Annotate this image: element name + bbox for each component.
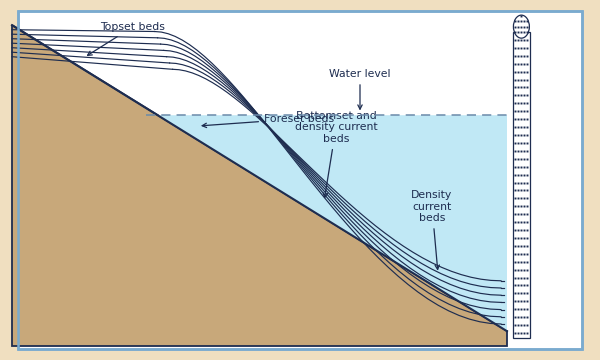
Polygon shape [12,25,507,346]
Ellipse shape [514,15,529,38]
Polygon shape [158,115,507,331]
Text: Water level: Water level [329,69,391,109]
Text: Foreset beds: Foreset beds [202,114,334,127]
Text: Topset beds: Topset beds [88,22,164,55]
Text: Density
current
beds: Density current beds [412,190,452,269]
Text: Bottomset and
density current
beds: Bottomset and density current beds [295,111,377,198]
Bar [513,32,530,338]
